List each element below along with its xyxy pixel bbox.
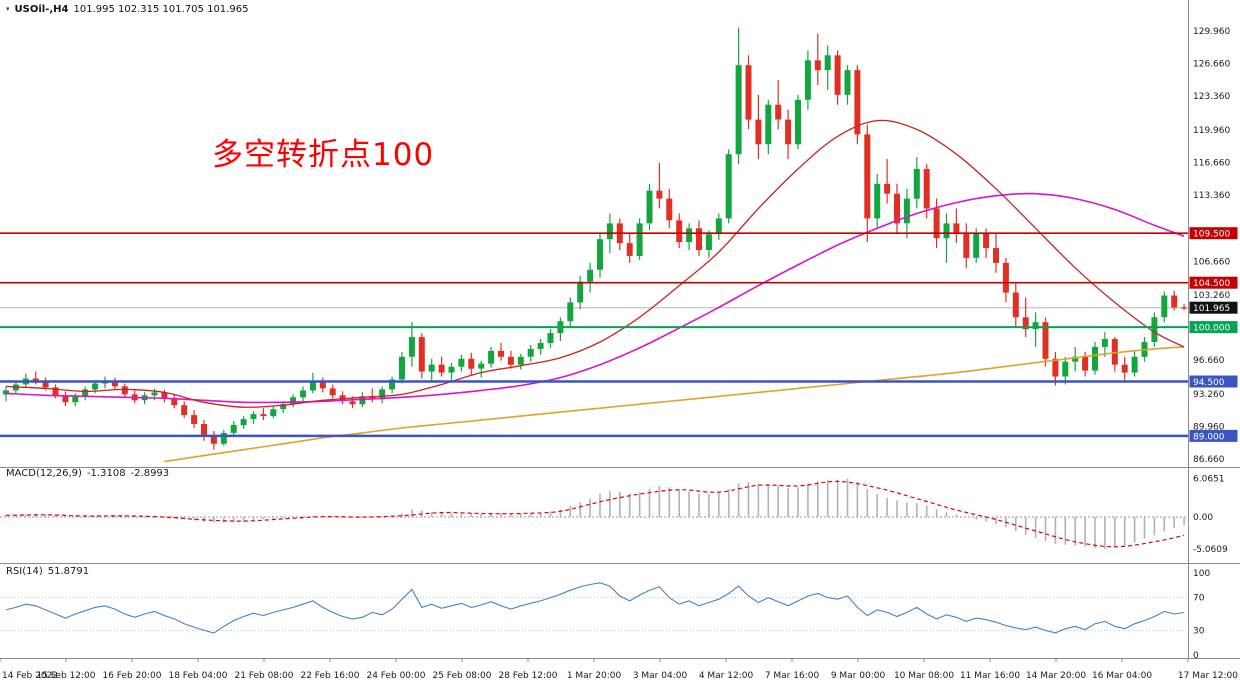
rsi-axis-label: 30: [1193, 626, 1205, 636]
time-axis-label: 24 Feb 00:00: [366, 671, 425, 681]
price-axis-label: 123.360: [1193, 92, 1230, 102]
time-axis-label: 25 Feb 08:00: [432, 671, 491, 681]
price-axis-label: 119.960: [1193, 126, 1230, 136]
time-axis-label: 10 Mar 08:00: [894, 671, 954, 681]
time-axis-label: 14 Feb 2022: [2, 671, 58, 681]
price-badge: [1189, 321, 1238, 334]
time-axis-label: 1 Mar 20:00: [567, 671, 622, 681]
price-badge-label: 100.000: [1193, 324, 1230, 334]
macd-indicator-label: MACD(12,26,9) -1.3108 -2.8993: [6, 468, 174, 479]
time-axis-label: 15 Feb 12:00: [36, 671, 95, 681]
price-axis-label: 86.660: [1193, 455, 1225, 465]
price-axis-label: 116.660: [1193, 159, 1230, 169]
price-badge-label: 104.500: [1193, 279, 1230, 289]
macd-panel: 6.0651 0.00 -5.0609: [0, 475, 1228, 555]
price-axis-label: 96.660: [1193, 356, 1225, 366]
time-axis-label: 9 Mar 00:00: [831, 671, 886, 681]
macd-axis-label: 6.0651: [1193, 475, 1225, 485]
horizontal-level-lines[interactable]: [0, 232, 1188, 438]
price-axis[interactable]: 129.960 126.660 123.360 119.960 116.660 113.3…: [1189, 27, 1238, 465]
rsi-axis-label: 70: [1193, 594, 1205, 604]
price-badge-label: 109.500: [1193, 230, 1230, 240]
price-badge: [1189, 227, 1238, 240]
price-badge-label: 89.000: [1193, 432, 1225, 442]
time-axis-label: 4 Mar 12:00: [699, 671, 754, 681]
price-axis-label: 106.660: [1193, 257, 1230, 267]
time-axis-label: 17 Mar 12:00: [1178, 671, 1238, 681]
rsi-name: RSI(14): [6, 566, 43, 577]
rsi-value: 51.8791: [47, 566, 90, 577]
macd-signal-line: [5, 480, 1185, 548]
macd-signal-value: -2.8993: [130, 468, 170, 479]
ma-fast-line: [5, 119, 1185, 408]
ma-mid-line: [5, 192, 1185, 404]
rsi-indicator-label: RSI(14) 51.8791: [6, 566, 94, 577]
time-axis-label: 11 Mar 16:00: [960, 671, 1020, 681]
price-axis-label: 126.660: [1193, 60, 1230, 70]
price-badge-label: 94.500: [1193, 378, 1225, 388]
chart-annotation-text[interactable]: 多空转折点100: [212, 137, 435, 173]
ohlc-readout: 101.995 102.315 101.705 101.965: [73, 4, 249, 15]
time-axis-label: 18 Feb 04:00: [168, 671, 227, 681]
time-axis-label: 16 Feb 20:00: [102, 671, 161, 681]
price-badge: [1189, 301, 1238, 314]
rsi-axis-label: 100: [1193, 569, 1210, 579]
time-axis-label: 22 Feb 16:00: [300, 671, 359, 681]
price-badge-label: 101.965: [1193, 304, 1230, 314]
macd-axis-label: 0.00: [1193, 513, 1213, 523]
macd-axis-label: -5.0609: [1193, 545, 1228, 555]
price-axis-label: 129.960: [1193, 27, 1230, 37]
time-axis-label: 16 Mar 04:00: [1092, 671, 1152, 681]
time-axis-label: 7 Mar 16:00: [765, 671, 820, 681]
price-axis-label: 113.360: [1193, 191, 1230, 201]
symbol-timeframe-label: USOil-,H4: [14, 4, 69, 15]
price-badge: [1189, 375, 1238, 388]
price-axis-label: 93.260: [1193, 390, 1225, 400]
macd-main-value: -1.3108: [86, 468, 126, 479]
time-axis-label: 21 Feb 08:00: [234, 671, 293, 681]
rsi-axis-label: 0: [1193, 651, 1199, 661]
price-badge: [1189, 276, 1238, 289]
chart-dropdown-icon[interactable]: ▾: [6, 5, 10, 13]
price-axis-label: 103.260: [1193, 291, 1230, 301]
rsi-panel: 100 70 30 0: [0, 569, 1210, 661]
chart-header: ▾ USOil-,H4 101.995 102.315 101.705 101.…: [6, 4, 248, 15]
price-badge: [1189, 429, 1238, 442]
time-axis-label: 14 Mar 20:00: [1026, 671, 1086, 681]
price-axis-label: 89.960: [1193, 422, 1225, 432]
panel-dividers[interactable]: [0, 0, 1240, 659]
candlesticks: [3, 27, 1188, 450]
macd-name: MACD(12,26,9): [6, 468, 82, 479]
rsi-line: [5, 582, 1185, 634]
time-axis-label: 3 Mar 04:00: [633, 671, 688, 681]
ma-slow-line: [164, 346, 1185, 463]
time-axis-label: 28 Feb 12:00: [498, 671, 557, 681]
